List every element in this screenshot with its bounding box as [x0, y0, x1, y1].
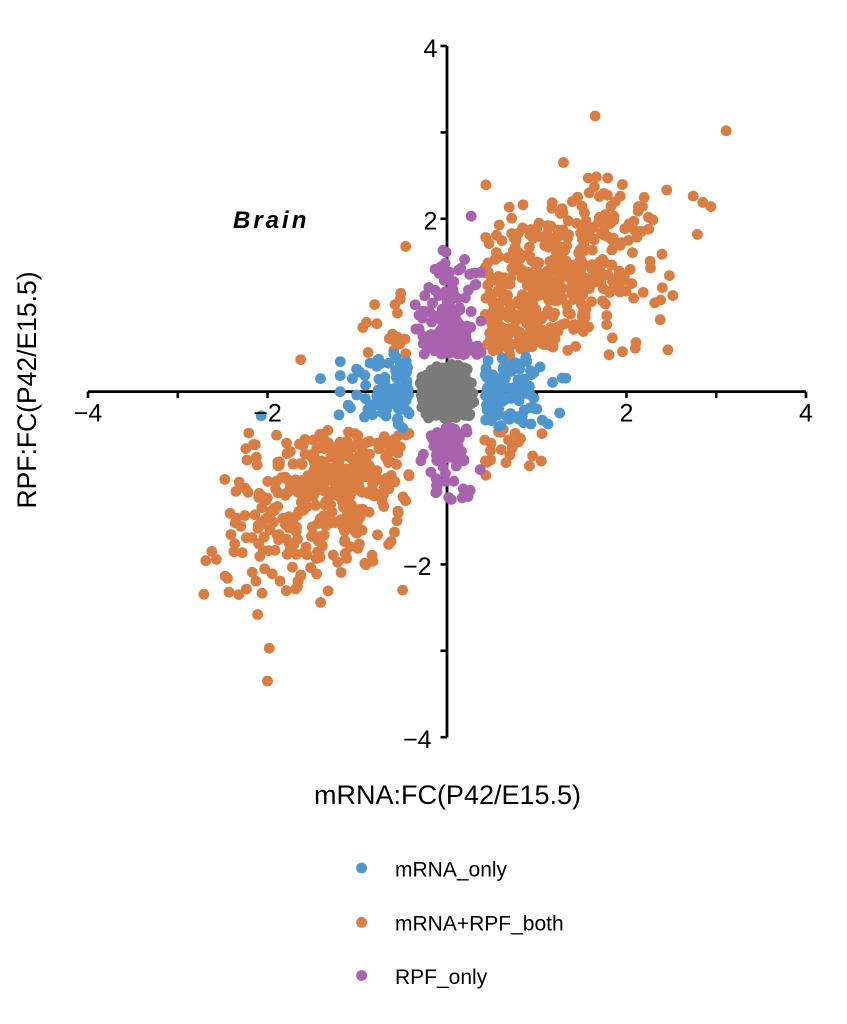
svg-text:4: 4 [423, 35, 437, 63]
svg-text:mRNA_only: mRNA_only [395, 859, 508, 882]
svg-text:Brain: Brain [233, 207, 309, 234]
svg-text:2: 2 [423, 208, 437, 236]
svg-text:−2: −2 [253, 400, 282, 428]
svg-text:2: 2 [620, 400, 634, 428]
svg-text:mRNA:FC(P42/E15.5): mRNA:FC(P42/E15.5) [314, 780, 581, 810]
svg-text:4: 4 [799, 400, 813, 428]
svg-text:RPF_only: RPF_only [395, 966, 488, 989]
svg-text:−2: −2 [403, 553, 432, 581]
svg-text:RPF:FC(P42/E15.5): RPF:FC(P42/E15.5) [12, 271, 42, 508]
svg-text:−4: −4 [74, 400, 103, 428]
svg-text:mRNA+RPF_both: mRNA+RPF_both [395, 913, 564, 936]
svg-text:−4: −4 [403, 726, 432, 754]
